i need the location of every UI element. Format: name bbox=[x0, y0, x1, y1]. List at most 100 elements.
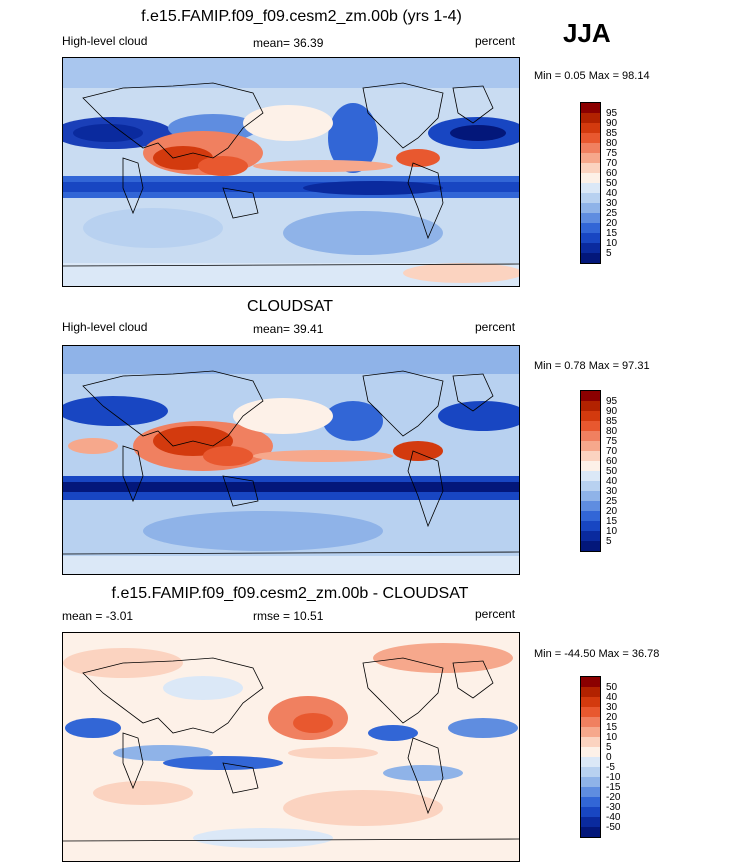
colorbar-box bbox=[581, 113, 600, 123]
colorbar-tick: 85 bbox=[606, 128, 618, 139]
colorbar-tick: 10 bbox=[606, 732, 618, 743]
panel-3-units-label: percent bbox=[475, 607, 516, 621]
colorbar-tick: 5 bbox=[606, 248, 612, 259]
colorbar-box bbox=[581, 411, 600, 421]
colorbar-box bbox=[581, 143, 600, 153]
panel-1-colorbar bbox=[580, 102, 601, 264]
colorbar-box bbox=[581, 441, 600, 451]
panel-2-mean-label: mean= 39.41 bbox=[253, 322, 324, 336]
colorbar-tick: 15 bbox=[606, 722, 618, 733]
colorbar-box bbox=[581, 153, 600, 163]
panel-1-title: f.e15.FAMIP.f09_f09.cesm2_zm.00b (yrs 1-… bbox=[141, 8, 462, 25]
colorbar-tick: 75 bbox=[606, 436, 618, 447]
panel-1-units-label: percent bbox=[475, 34, 516, 48]
panel-2-map bbox=[62, 345, 520, 575]
colorbar-tick: 40 bbox=[606, 692, 618, 703]
colorbar-tick: 95 bbox=[606, 108, 618, 119]
colorbar-box bbox=[581, 401, 600, 411]
colorbar-box bbox=[581, 747, 600, 757]
colorbar-box bbox=[581, 827, 600, 837]
panel-2-title: CLOUDSAT bbox=[247, 298, 333, 315]
colorbar-tick: -40 bbox=[606, 812, 621, 823]
colorbar-box bbox=[581, 233, 600, 243]
colorbar-box bbox=[581, 183, 600, 193]
colorbar-tick: 15 bbox=[606, 516, 618, 527]
colorbar-box bbox=[581, 203, 600, 213]
colorbar-tick: 90 bbox=[606, 118, 618, 129]
colorbar-box bbox=[581, 797, 600, 807]
colorbar-box bbox=[581, 193, 600, 203]
colorbar-box bbox=[581, 133, 600, 143]
colorbar-tick: 80 bbox=[606, 138, 618, 149]
colorbar-tick: 80 bbox=[606, 426, 618, 437]
colorbar-tick: 30 bbox=[606, 198, 618, 209]
colorbar-box bbox=[581, 501, 600, 511]
colorbar-box bbox=[581, 163, 600, 173]
panel-2-units-label: percent bbox=[475, 320, 516, 334]
colorbar-tick: 50 bbox=[606, 466, 618, 477]
colorbar-box bbox=[581, 391, 600, 401]
colorbar-box bbox=[581, 807, 600, 817]
colorbar-box bbox=[581, 123, 600, 133]
panel-1-map bbox=[62, 57, 520, 287]
colorbar-tick: 25 bbox=[606, 208, 618, 219]
colorbar-box bbox=[581, 717, 600, 727]
colorbar-tick: 50 bbox=[606, 178, 618, 189]
colorbar-box bbox=[581, 777, 600, 787]
colorbar-tick: 0 bbox=[606, 752, 612, 763]
panel-3-colorbar bbox=[580, 676, 601, 838]
colorbar-box bbox=[581, 243, 600, 253]
colorbar-tick: -30 bbox=[606, 802, 621, 813]
colorbar-tick: 5 bbox=[606, 536, 612, 547]
colorbar-tick: 20 bbox=[606, 218, 618, 229]
colorbar-tick: 60 bbox=[606, 168, 618, 179]
colorbar-box bbox=[581, 697, 600, 707]
colorbar-box bbox=[581, 451, 600, 461]
colorbar-tick: 25 bbox=[606, 496, 618, 507]
panel-3-rmse-label: rmse = 10.51 bbox=[253, 609, 324, 623]
colorbar-box bbox=[581, 787, 600, 797]
colorbar-box bbox=[581, 687, 600, 697]
panel-2-variable-label: High-level cloud bbox=[62, 320, 148, 334]
colorbar-tick: 15 bbox=[606, 228, 618, 239]
colorbar-box bbox=[581, 677, 600, 687]
colorbar-box bbox=[581, 541, 600, 551]
panel-2-colorbar bbox=[580, 390, 601, 552]
colorbar-tick: -20 bbox=[606, 792, 621, 803]
colorbar-box bbox=[581, 767, 600, 777]
colorbar-box bbox=[581, 471, 600, 481]
colorbar-box bbox=[581, 737, 600, 747]
panel-2-minmax: Min = 0.78 Max = 97.31 bbox=[534, 360, 650, 372]
colorbar-tick: 85 bbox=[606, 416, 618, 427]
colorbar-box bbox=[581, 253, 600, 263]
colorbar-tick: 30 bbox=[606, 486, 618, 497]
colorbar-tick: 75 bbox=[606, 148, 618, 159]
panel-3-title: f.e15.FAMIP.f09_f09.cesm2_zm.00b - CLOUD… bbox=[111, 585, 469, 602]
colorbar-tick: 95 bbox=[606, 396, 618, 407]
colorbar-box bbox=[581, 511, 600, 521]
season-label: JJA bbox=[563, 18, 611, 48]
colorbar-tick: 70 bbox=[606, 446, 618, 457]
colorbar-box bbox=[581, 421, 600, 431]
colorbar-tick: 10 bbox=[606, 526, 618, 537]
colorbar-box bbox=[581, 173, 600, 183]
panel-3-mean-label: mean = -3.01 bbox=[62, 609, 134, 623]
panel-1-mean-label: mean= 36.39 bbox=[253, 36, 324, 50]
colorbar-box bbox=[581, 213, 600, 223]
colorbar-tick: 50 bbox=[606, 682, 618, 693]
colorbar-tick: 10 bbox=[606, 238, 618, 249]
panel-1-minmax: Min = 0.05 Max = 98.14 bbox=[534, 70, 650, 82]
colorbar-box bbox=[581, 531, 600, 541]
colorbar-tick: 70 bbox=[606, 158, 618, 169]
colorbar-box bbox=[581, 431, 600, 441]
colorbar-tick: 40 bbox=[606, 188, 618, 199]
colorbar-tick: 30 bbox=[606, 702, 618, 713]
colorbar-tick: 20 bbox=[606, 712, 618, 723]
colorbar-box bbox=[581, 707, 600, 717]
colorbar-box bbox=[581, 727, 600, 737]
colorbar-box bbox=[581, 817, 600, 827]
panel-3-map bbox=[62, 632, 520, 862]
colorbar-tick: 90 bbox=[606, 406, 618, 417]
colorbar-tick: 20 bbox=[606, 506, 618, 517]
colorbar-box bbox=[581, 491, 600, 501]
